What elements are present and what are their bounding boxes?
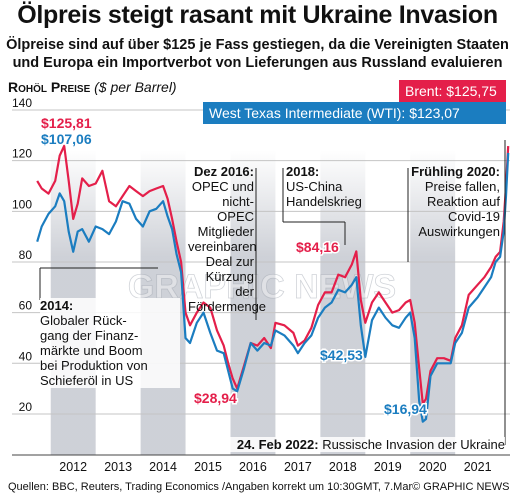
footer-sources: Quellen: BBC, Reuters, Trading Economics… — [8, 481, 510, 493]
legend-brent: Brent: $125,75 — [399, 80, 506, 102]
annotation-2018: 2018: US-China Handelskrieg — [286, 164, 376, 209]
page-subtitle: Ölpreise sind auf über $125 je Fass gest… — [6, 37, 509, 71]
series-wti-line — [36, 152, 510, 423]
value-label-2: $28,94 — [194, 390, 237, 406]
annotation-2018-head: 2018: — [286, 164, 320, 179]
annotation-feb-2022-text: Russische Invasion der Ukraine — [318, 437, 505, 452]
value-labels: $125,81$107,06 $28,94 $84,16 $42,53 $16,94 — [40, 114, 429, 419]
y-tick-60: 60 — [19, 299, 33, 313]
annotation-fruehling-2020-line: Preise fallen, — [424, 179, 500, 194]
value-label-1: $107,06 — [41, 131, 92, 147]
annotation-2014-head: 2014: — [40, 298, 74, 313]
value-label-4: $42,53 — [320, 347, 363, 363]
y-tick-140: 140 — [12, 96, 32, 110]
grid-lines — [12, 109, 510, 456]
annotation-2014-line: gang der Finanz- — [40, 328, 139, 343]
annotation-dez-2016-head: Dez 2016: — [194, 164, 254, 179]
annotation-dez-2016-line: Mitglieder — [197, 224, 254, 239]
x-tick-2016: 2016 — [239, 460, 267, 474]
y-tick-labels: 20 40 60 80 100 120 140 — [12, 96, 32, 414]
annotation-2018-line: Handelskrieg — [286, 194, 362, 209]
year-band-2016 — [230, 150, 276, 455]
y-tick-40: 40 — [19, 349, 33, 363]
annotation-dez-2016-line: vereinbaren — [188, 239, 257, 254]
x-tick-2019: 2019 — [374, 460, 402, 474]
chart-heading: Rohöl Preise ($ per Barrel) — [8, 79, 177, 95]
annotation-dez-2016-line: OPEC und — [191, 179, 254, 194]
annotation-feb-2022-head: 24. Feb 2022: — [236, 437, 319, 452]
x-tick-2021: 2021 — [464, 460, 492, 474]
x-tick-2015: 2015 — [194, 460, 222, 474]
chart-title: Rohöl Preise — [8, 79, 91, 95]
annotation-fruehling-2020-line: Reaktion auf — [427, 194, 500, 209]
annotation-dez-2016: Dez 2016: OPEC und nicht-OPEC Mitglieder ver… — [188, 164, 267, 314]
x-tick-2017: 2017 — [284, 460, 312, 474]
x-tick-2012: 2012 — [59, 460, 87, 474]
annotation-fruehling-2020: Frühling 2020: Preise fallen, Reaktion auf… — [382, 164, 500, 239]
annotation-dez-2016-line: Deal zur — [205, 254, 254, 269]
series-lines — [36, 144, 510, 423]
x-tick-2014: 2014 — [149, 460, 177, 474]
x-tick-2018: 2018 — [329, 460, 357, 474]
annotation-2014-line: märkte und Boom — [40, 343, 143, 358]
x-tick-labels: 2012 2013 2014 2015 2016 2017 2018 2019 2020 2021 — [59, 460, 491, 474]
annotation-dez-2016-line: Kürzung der — [205, 269, 254, 299]
year-bands — [50, 150, 456, 455]
annotation-2014: 2014: Globaler Rück-gang der Finanz-märkt… — [40, 298, 180, 388]
value-label-5: $16,94 — [384, 401, 427, 417]
y-tick-100: 100 — [12, 197, 32, 211]
x-tick-2013: 2013 — [104, 460, 132, 474]
page-title: Ölpreis steigt rasant mit Ukraine Invasi… — [17, 1, 498, 29]
value-label-0: $125,81 — [41, 115, 92, 131]
year-band-2020 — [410, 150, 456, 455]
annotation-fruehling-2020-line: Covid-19 — [447, 209, 500, 224]
y-tick-20: 20 — [19, 400, 33, 414]
legend-wti-label: West Texas Intermediate (WTI): $123,07 — [209, 105, 460, 121]
legend-wti: West Texas Intermediate (WTI): $123,07 — [203, 102, 506, 124]
x-tick-2020: 2020 — [419, 460, 447, 474]
legend-brent-label: Brent: $125,75 — [405, 83, 497, 99]
annotation-leaders — [39, 140, 506, 445]
y-axis-label: ($ per Barrel) — [94, 79, 177, 95]
annotation-feb-2022: 24. Feb 2022: Russische Invasion der Ukr… — [200, 437, 505, 452]
annotation-dez-2016-line: nicht-OPEC — [217, 194, 254, 224]
annotation-2014-line: Schieferöl in US — [40, 373, 134, 388]
annotation-fruehling-2020-line: Auswirkungen — [418, 224, 500, 239]
y-tick-120: 120 — [12, 147, 32, 161]
annotation-2014-line: Globaler Rück- — [40, 313, 127, 328]
annotation-dez-2016-line: Fördermenge — [188, 299, 267, 314]
annotation-fruehling-2020-head: Frühling 2020: — [411, 164, 500, 179]
annotation-2018-line: US-China — [286, 179, 343, 194]
value-label-3: $84,16 — [296, 239, 339, 255]
y-tick-80: 80 — [19, 248, 33, 262]
annotation-2014-line: bei Produktion von — [40, 358, 148, 373]
